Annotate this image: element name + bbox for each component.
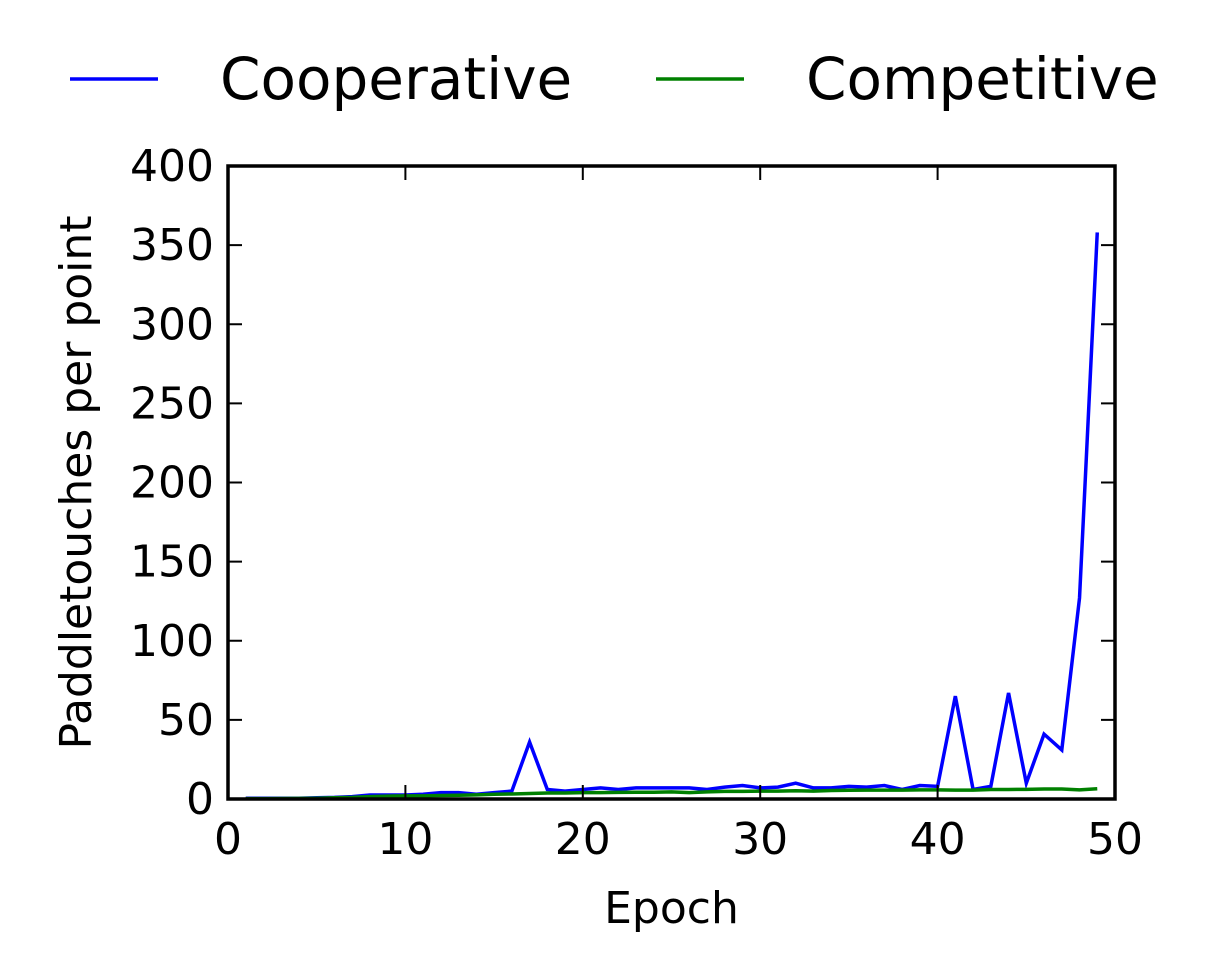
y-tick-label: 300 (130, 299, 214, 350)
series-line-competitive (245, 786, 1098, 801)
ticks-layer: 0 10 20 30 40 50 0 50 100 150 200 250 300 350 400 (130, 141, 1143, 865)
x-tick-label: 30 (732, 814, 788, 865)
x-tick-label: 20 (555, 814, 611, 865)
y-tick-label: 50 (158, 695, 214, 746)
x-tick-label: 0 (214, 814, 242, 865)
y-tick-label: 350 (130, 220, 214, 271)
x-tick-label: 50 (1087, 814, 1143, 865)
y-axis-label: Paddletouches per point (51, 215, 102, 749)
y-tick-label: 0 (186, 774, 214, 825)
x-axis-label: Epoch (604, 883, 739, 934)
series-layer (245, 232, 1100, 801)
y-tick-label: 400 (130, 141, 214, 192)
y-tick-label: 100 (130, 616, 214, 667)
plot-frame (226, 164, 1117, 801)
legend: Cooperative Competitive (70, 45, 1159, 113)
y-tick-label: 150 (130, 537, 214, 588)
legend-label-competitive: Competitive (806, 45, 1159, 113)
y-tick-label: 200 (130, 458, 214, 509)
series-line-cooperative (245, 232, 1100, 800)
y-tick-label: 250 (130, 378, 214, 429)
legend-label-cooperative: Cooperative (220, 45, 572, 113)
plot-area: 0 10 20 30 40 50 0 50 100 150 200 250 300 350 400 (130, 141, 1143, 865)
x-tick-label: 40 (910, 814, 966, 865)
x-tick-label: 10 (377, 814, 433, 865)
